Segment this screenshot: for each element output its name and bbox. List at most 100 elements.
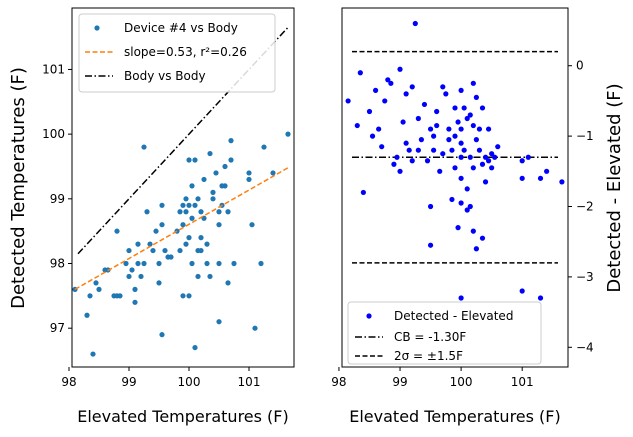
fit-line bbox=[74, 167, 289, 291]
residual-point-41 bbox=[449, 147, 455, 153]
residual-point-68 bbox=[473, 246, 479, 252]
device-point-81 bbox=[231, 260, 237, 267]
device-point-51 bbox=[192, 202, 198, 208]
residual-point-25 bbox=[418, 137, 425, 143]
device-point-67 bbox=[210, 196, 216, 202]
residual-point-15 bbox=[397, 168, 403, 174]
device-point-50 bbox=[189, 260, 195, 267]
left-data-layer bbox=[72, 26, 291, 357]
residual-point-82 bbox=[519, 158, 525, 164]
device-point-52 bbox=[192, 344, 198, 351]
device-point-54 bbox=[195, 196, 201, 202]
left-legend: Device #4 vs Body slope=0.53, r²=0.26 Bo… bbox=[78, 13, 276, 93]
residual-point-53 bbox=[458, 200, 464, 206]
device-point-71 bbox=[216, 260, 222, 267]
residual-point-77 bbox=[485, 158, 492, 164]
device-point-18 bbox=[135, 241, 141, 247]
device-point-13 bbox=[126, 247, 132, 254]
residual-point-45 bbox=[452, 165, 458, 171]
device-point-85 bbox=[252, 325, 258, 331]
device-point-22 bbox=[141, 144, 147, 150]
residual-point-66 bbox=[473, 94, 479, 100]
right-x-tick-label-0: 98 bbox=[331, 375, 346, 389]
right-x-tick-label-2: 100 bbox=[450, 375, 473, 389]
right-x-tick-label-3: 101 bbox=[511, 375, 534, 389]
residual-point-74 bbox=[482, 154, 489, 160]
device-point-36 bbox=[177, 209, 183, 215]
legend-label-device: Device #4 vs Body bbox=[124, 21, 238, 35]
residual-point-38 bbox=[443, 91, 449, 97]
residual-point-86 bbox=[544, 168, 550, 174]
device-point-43 bbox=[183, 241, 189, 247]
residual-point-43 bbox=[452, 105, 458, 111]
residual-point-84 bbox=[525, 154, 531, 160]
residual-point-5 bbox=[369, 133, 376, 139]
residual-point-80 bbox=[492, 154, 498, 160]
residual-point-70 bbox=[476, 147, 483, 153]
left-y-axis-label: Detected Temperatures (F) bbox=[8, 67, 29, 309]
residual-point-52 bbox=[458, 175, 464, 181]
device-point-39 bbox=[180, 222, 186, 228]
right-legend-box bbox=[347, 301, 542, 365]
residual-point-40 bbox=[446, 126, 452, 132]
device-point-25 bbox=[150, 247, 156, 254]
device-point-68 bbox=[213, 170, 219, 176]
residual-point-36 bbox=[440, 84, 446, 90]
residual-point-54 bbox=[461, 105, 467, 111]
residual-point-33 bbox=[434, 122, 440, 129]
left-x-tick-label-0: 98 bbox=[61, 375, 76, 389]
residual-point-35 bbox=[437, 168, 443, 174]
device-point-9 bbox=[114, 228, 120, 234]
left-y-ticks: 97 98 99 100 101 bbox=[42, 62, 72, 335]
left-y-tick-label-1: 98 bbox=[50, 257, 65, 271]
residual-point-55 bbox=[461, 147, 467, 153]
device-point-59 bbox=[198, 247, 204, 254]
device-point-86 bbox=[258, 260, 264, 267]
residual-point-60 bbox=[467, 154, 473, 160]
device-point-62 bbox=[204, 241, 210, 247]
device-point-79 bbox=[228, 157, 234, 163]
left-axes-frame bbox=[71, 7, 295, 368]
residual-point-44 bbox=[452, 133, 458, 139]
legend-label-cb: CB = -1.30F bbox=[394, 330, 466, 344]
residual-point-8 bbox=[379, 144, 385, 150]
right-y-tick-label-1: −1 bbox=[576, 129, 594, 143]
left-x-tick-label-3: 101 bbox=[238, 375, 261, 389]
residual-point-1 bbox=[354, 122, 360, 129]
device-point-72 bbox=[216, 319, 222, 325]
residual-point-9 bbox=[382, 98, 388, 104]
residual-point-58 bbox=[464, 207, 470, 213]
residual-point-79 bbox=[489, 165, 495, 171]
left-y-tick-label-4: 101 bbox=[42, 62, 65, 76]
residual-point-21 bbox=[409, 158, 415, 164]
residual-point-71 bbox=[479, 105, 486, 111]
legend-marker-device bbox=[94, 25, 100, 31]
right-legend: Detected - Elevated CB = -1.30F 2σ = ±1.… bbox=[347, 301, 542, 365]
device-point-4 bbox=[93, 280, 99, 286]
device-point-17 bbox=[132, 299, 138, 305]
device-point-28 bbox=[156, 280, 162, 286]
left-x-tick-label-2: 100 bbox=[178, 375, 201, 389]
right-x-axis-label: Elevated Temperatures (F) bbox=[349, 407, 561, 426]
right-panel: 98 99 100 101 0 −1 −2 −3 −4 Elevated Temperatur… bbox=[331, 7, 625, 426]
residual-point-18 bbox=[403, 140, 409, 146]
residual-point-81 bbox=[495, 144, 501, 150]
residual-point-31 bbox=[431, 133, 437, 139]
residual-point-14 bbox=[397, 66, 403, 72]
residual-point-30 bbox=[427, 242, 434, 248]
device-point-42 bbox=[183, 209, 189, 215]
residual-point-69 bbox=[476, 126, 483, 132]
device-point-64 bbox=[207, 273, 213, 280]
residual-point-61 bbox=[467, 203, 473, 210]
residual-point-72 bbox=[479, 161, 486, 167]
residual-point-28 bbox=[427, 126, 434, 132]
residual-point-48 bbox=[458, 87, 464, 93]
device-point-75 bbox=[222, 163, 228, 170]
residual-point-83 bbox=[519, 175, 525, 181]
residual-point-51 bbox=[458, 154, 464, 160]
residual-point-7 bbox=[376, 126, 382, 132]
right-y-tick-label-3: −3 bbox=[576, 270, 594, 284]
device-point-14 bbox=[126, 273, 132, 280]
device-point-1 bbox=[84, 312, 90, 318]
